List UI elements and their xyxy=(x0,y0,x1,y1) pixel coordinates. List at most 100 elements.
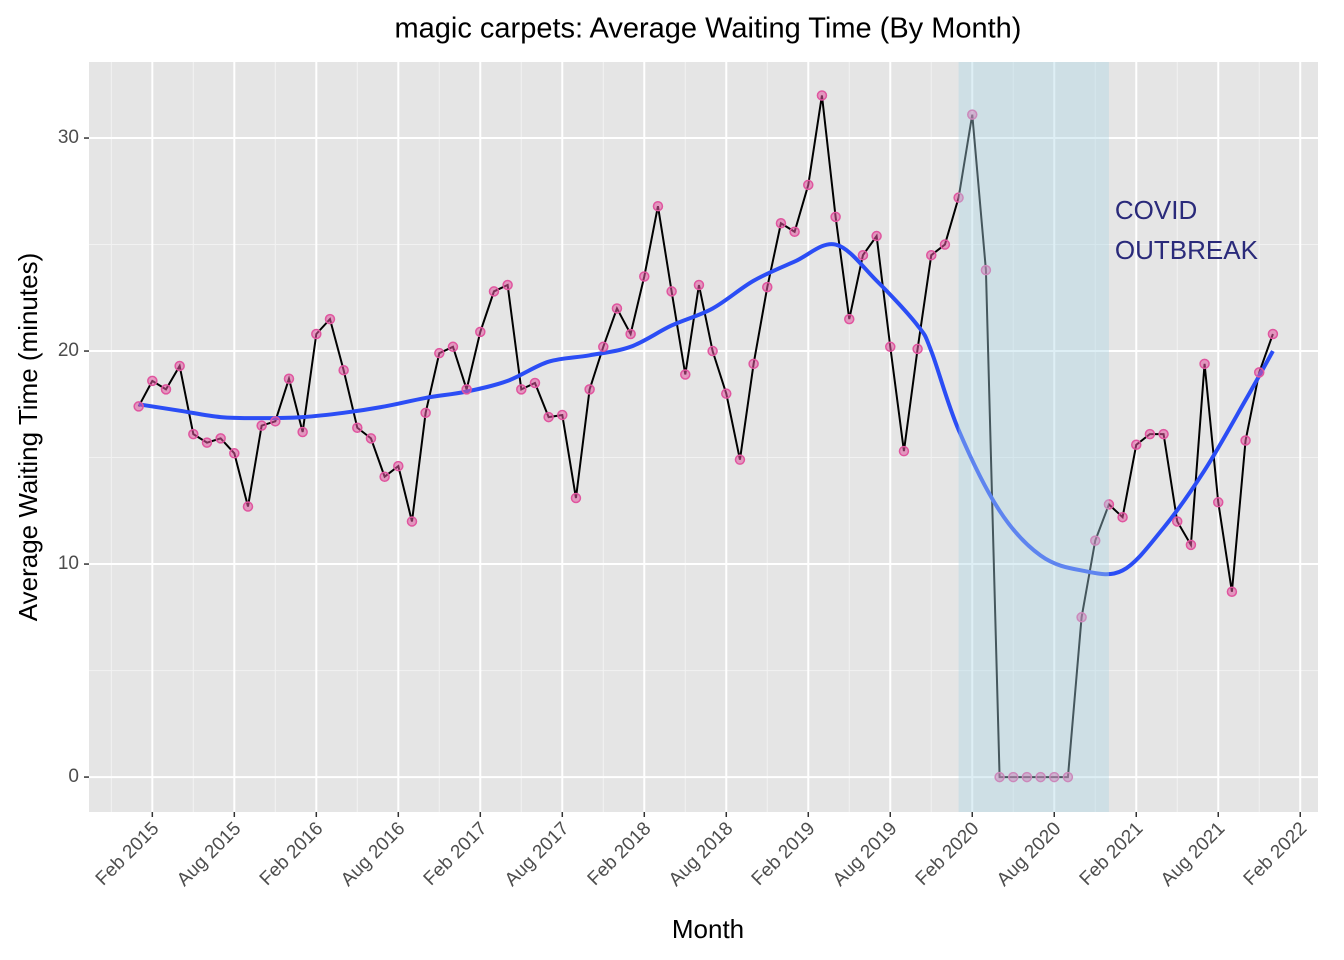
data-point xyxy=(543,411,554,423)
data-point xyxy=(447,341,459,353)
data-point xyxy=(775,217,787,229)
data-point xyxy=(693,279,705,291)
data-point xyxy=(324,313,336,325)
data-point xyxy=(1240,435,1251,446)
data-point xyxy=(639,271,650,282)
x-tick-label: Feb 2019 xyxy=(748,818,820,890)
data-point xyxy=(270,416,281,427)
data-point xyxy=(1158,428,1169,440)
data-point xyxy=(980,264,992,276)
data-point xyxy=(215,433,226,444)
data-point xyxy=(1089,535,1101,546)
data-point xyxy=(420,407,431,419)
data-point xyxy=(311,328,322,340)
data-point xyxy=(721,388,732,399)
data-point xyxy=(789,226,800,238)
data-point xyxy=(898,445,910,457)
data-point xyxy=(201,437,213,448)
x-tick-label: Feb 2017 xyxy=(420,818,492,890)
data-point xyxy=(734,454,746,465)
y-axis-title: Average Waiting Time (minutes) xyxy=(13,253,43,621)
data-point xyxy=(1130,439,1142,451)
data-point xyxy=(502,279,513,291)
x-tick-label: Aug 2020 xyxy=(993,818,1065,890)
data-point xyxy=(1117,511,1128,523)
data-point xyxy=(707,345,718,357)
x-axis-title: Month xyxy=(672,914,744,944)
annotation: OUTBREAK xyxy=(1115,235,1259,265)
data-point xyxy=(652,200,664,212)
data-point xyxy=(1035,771,1046,783)
y-tick-label: 0 xyxy=(68,766,79,787)
data-point xyxy=(748,358,759,370)
data-point xyxy=(926,249,937,261)
data-point xyxy=(461,384,472,395)
annotation: COVID xyxy=(1115,195,1197,225)
data-point xyxy=(1008,771,1019,783)
data-point xyxy=(953,192,964,203)
data-point xyxy=(174,360,185,372)
data-point xyxy=(229,448,240,459)
data-point xyxy=(406,516,418,527)
data-point xyxy=(1103,499,1115,510)
data-point xyxy=(1144,428,1156,440)
data-point xyxy=(1076,612,1087,623)
x-tick-label: Aug 2016 xyxy=(337,818,409,890)
data-point xyxy=(147,375,158,387)
data-point xyxy=(297,426,308,438)
data-point xyxy=(379,471,390,482)
data-point xyxy=(160,384,172,395)
data-point xyxy=(994,771,1005,783)
plot-background xyxy=(89,62,1318,812)
data-point xyxy=(967,109,978,120)
data-point xyxy=(625,328,636,340)
data-point xyxy=(570,492,582,504)
smooth-line xyxy=(138,242,1275,577)
data-point xyxy=(256,420,267,431)
highlight-band xyxy=(958,62,1109,812)
x-tick-label: Aug 2017 xyxy=(501,818,573,890)
data-point xyxy=(844,313,855,325)
data-point xyxy=(1253,367,1265,378)
data-point xyxy=(871,230,882,242)
x-tick-label: Feb 2015 xyxy=(92,818,164,890)
data-point xyxy=(857,249,869,261)
data-point xyxy=(434,347,445,359)
x-tick-label: Feb 2021 xyxy=(1076,818,1148,890)
x-tick-label: Feb 2020 xyxy=(912,818,984,890)
x-tick-label: Aug 2021 xyxy=(1157,818,1229,890)
x-tick-label: Aug 2015 xyxy=(173,818,245,890)
data-point xyxy=(529,377,541,389)
data-point xyxy=(598,341,609,353)
data-point xyxy=(1049,771,1060,783)
data-point xyxy=(912,343,923,355)
y-tick-label: 30 xyxy=(58,127,79,148)
data-point xyxy=(352,422,363,433)
data-point xyxy=(584,384,595,395)
data-point xyxy=(557,409,568,421)
y-tick-label: 10 xyxy=(58,553,79,574)
data-point xyxy=(338,364,349,376)
data-point xyxy=(283,373,295,384)
data-point xyxy=(885,341,896,353)
data-point xyxy=(516,384,527,395)
data-point xyxy=(1226,586,1238,598)
data-point xyxy=(939,239,951,250)
data-point xyxy=(475,326,486,338)
data-point xyxy=(680,369,691,380)
data-point xyxy=(133,401,144,412)
x-tick-label: Feb 2016 xyxy=(256,818,328,890)
data-point xyxy=(762,281,773,293)
x-tick-label: Feb 2018 xyxy=(584,818,656,890)
x-tick-label: Feb 2022 xyxy=(1240,818,1312,890)
data-point xyxy=(1212,497,1224,508)
data-point xyxy=(1199,358,1210,370)
y-tick-label: 20 xyxy=(58,340,79,361)
data-point xyxy=(666,286,677,297)
data-point xyxy=(1021,771,1033,783)
data-point xyxy=(488,286,500,297)
data-point xyxy=(611,303,623,314)
data-point xyxy=(1185,539,1197,551)
data-point xyxy=(830,211,841,223)
